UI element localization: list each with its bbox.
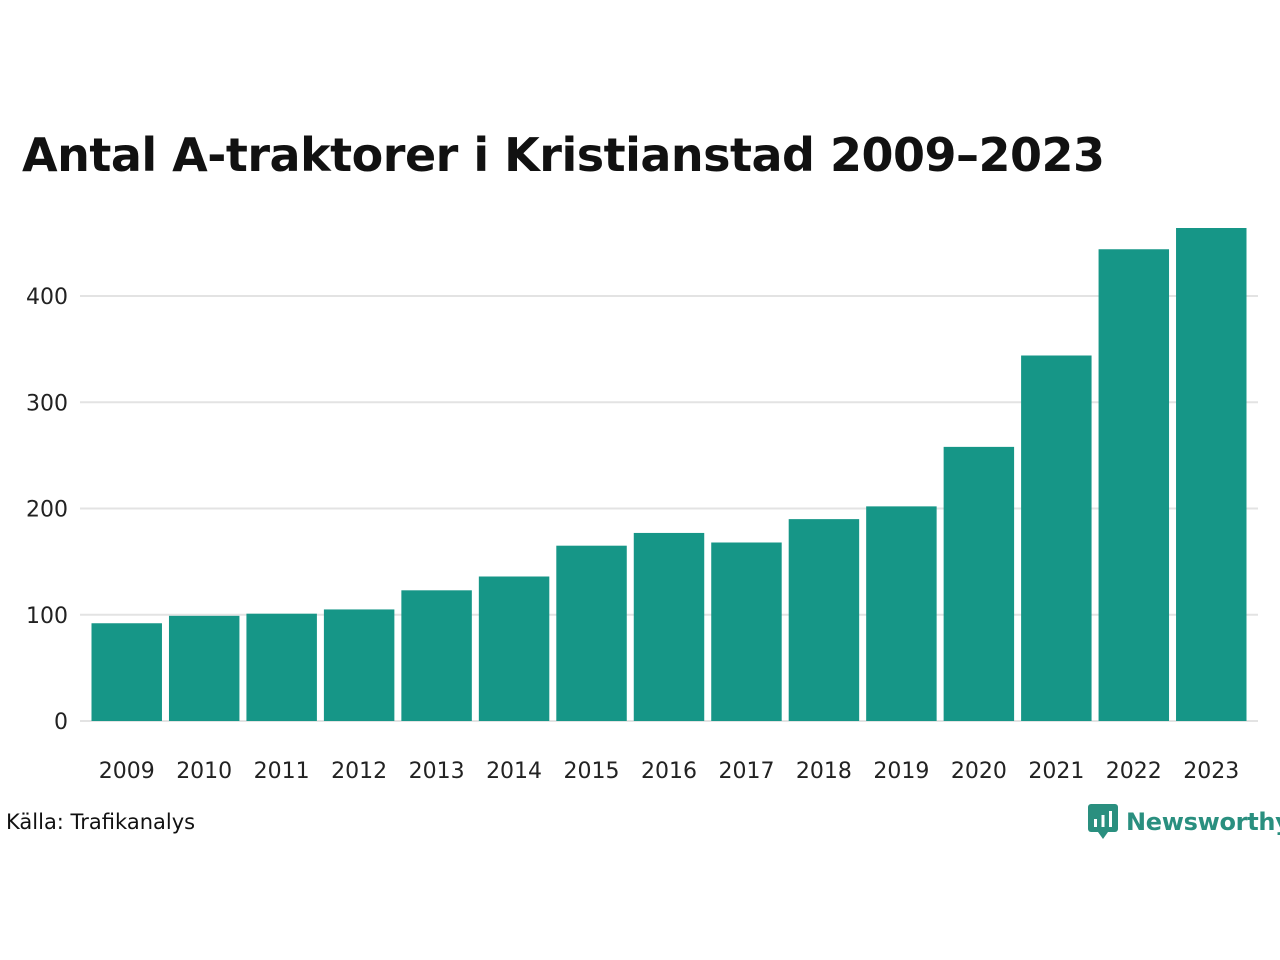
bar-2019 — [866, 506, 937, 721]
x-tick-label: 2011 — [254, 759, 310, 784]
source-label: Källa: Trafikanalys — [6, 810, 196, 834]
bar-2015 — [556, 545, 627, 721]
bar-2017 — [711, 542, 782, 721]
bar-chart: 0 100 200 300 400 2009 2010 2011 2012 2013 2014 201… — [26, 228, 1258, 784]
x-tick-label: 2018 — [796, 759, 852, 784]
bar-2010 — [168, 615, 240, 721]
bar-2013 — [401, 590, 472, 721]
bar-2014 — [478, 576, 550, 721]
x-tick-label: 2010 — [176, 759, 232, 784]
bar-2012 — [323, 609, 395, 721]
brand-logo: Newsworthy — [1088, 804, 1280, 840]
brand-name: Newsworthy — [1126, 808, 1280, 836]
y-tick-label: 0 — [54, 710, 68, 735]
bar-2009 — [91, 623, 162, 721]
chart-title: Antal A-traktorer i Kristianstad 2009–20… — [22, 128, 1105, 182]
x-tick-label: 2023 — [1183, 759, 1239, 784]
bar-2023 — [1176, 228, 1247, 721]
bar-2020 — [943, 446, 1015, 721]
x-tick-label: 2014 — [486, 759, 542, 784]
x-tick-label: 2012 — [331, 759, 387, 784]
newsworthy-logo-icon — [1088, 804, 1118, 839]
x-tick-label: 2013 — [409, 759, 465, 784]
bar-2018 — [788, 519, 860, 721]
y-tick-label: 200 — [26, 498, 68, 523]
x-tick-label: 2016 — [641, 759, 697, 784]
y-tick-label: 300 — [26, 391, 68, 416]
x-tick-label: 2019 — [873, 759, 929, 784]
y-tick-label: 400 — [26, 285, 68, 310]
x-tick-label: 2015 — [564, 759, 620, 784]
bar-2021 — [1021, 355, 1092, 721]
x-tick-label: 2017 — [718, 759, 774, 784]
y-tick-label: 100 — [26, 604, 68, 629]
bar-2022 — [1098, 249, 1170, 721]
x-tick-label: 2021 — [1028, 759, 1084, 784]
bar-2011 — [246, 613, 317, 721]
bar-2016 — [633, 532, 705, 721]
x-tick-label: 2020 — [951, 759, 1007, 784]
x-tick-label: 2009 — [99, 759, 155, 784]
x-tick-label: 2022 — [1106, 759, 1162, 784]
